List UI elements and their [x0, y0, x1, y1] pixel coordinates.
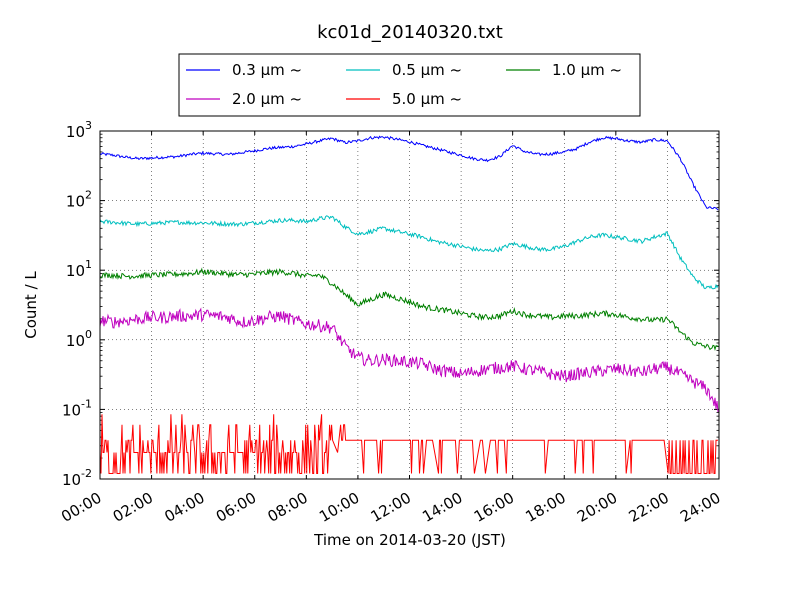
y-tick-label: 103	[66, 119, 92, 141]
legend-label: 5.0 µm ~	[392, 90, 462, 108]
legend-label: 0.5 µm ~	[392, 61, 462, 79]
plot-area: 00:00 02:00 04:00 06:00 08:00 10:00 12:00 14:00…	[58, 119, 723, 526]
chart-title: kc01d_20140320.txt	[317, 22, 503, 43]
series-line	[99, 135, 719, 211]
plot-frame	[99, 130, 720, 480]
y-tick-label: 100	[66, 328, 92, 350]
series-line	[99, 307, 719, 412]
legend-label: 2.0 µm ~	[232, 90, 302, 108]
y-tick-label: 10-1	[62, 397, 92, 419]
legend-label: 1.0 µm ~	[552, 61, 622, 79]
legend: 0.3 µm ~ 0.5 µm ~ 1.0 µm ~ 2.0 µm ~ 5.0 µm ~	[178, 53, 641, 117]
legend-label: 0.3 µm ~	[232, 61, 302, 79]
y-tick-label: 102	[66, 189, 92, 211]
y-tick-label: 101	[66, 258, 92, 280]
x-axis-label: Time on 2014-03-20 (JST)	[313, 531, 506, 549]
y-axis-label: Count / L	[22, 271, 40, 339]
series-line	[99, 215, 719, 290]
y-tick-label: 10-2	[62, 467, 92, 489]
series-line	[99, 267, 719, 351]
legend-box	[178, 53, 641, 117]
series-line	[99, 414, 718, 474]
